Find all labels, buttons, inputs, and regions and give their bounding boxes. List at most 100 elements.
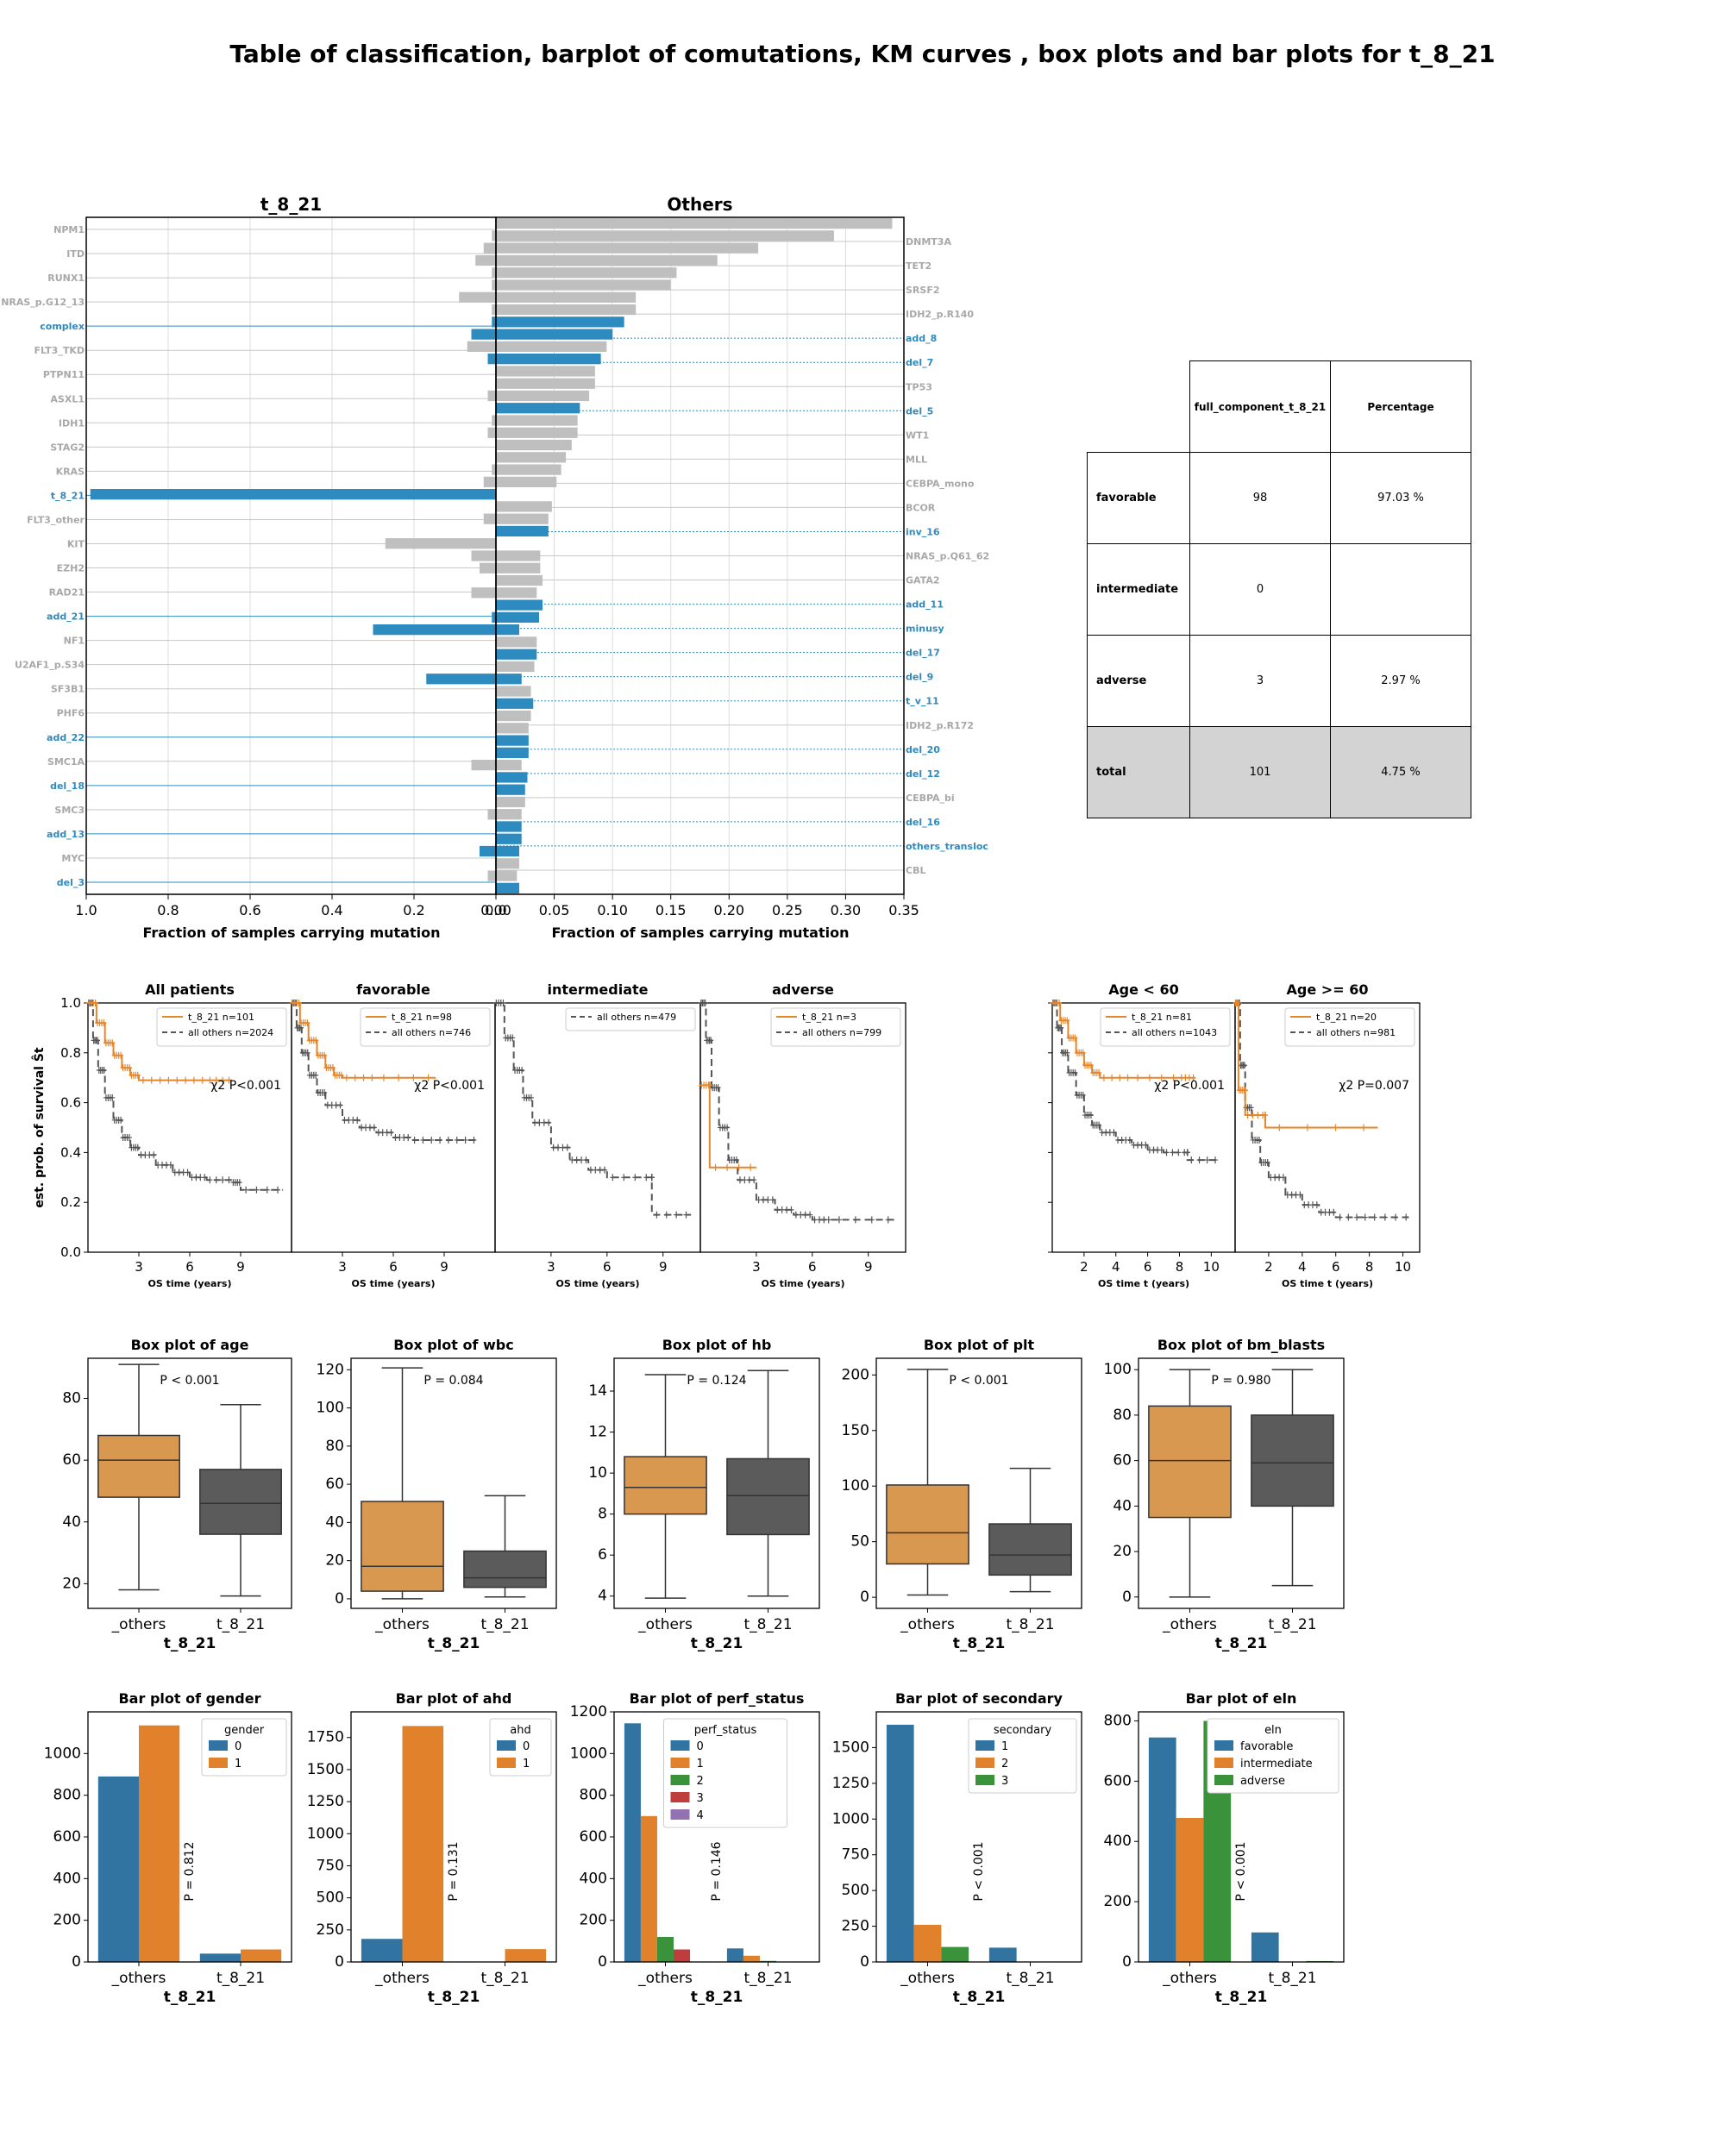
km-censor-mark bbox=[821, 1216, 827, 1224]
km-xlabel: OS time t (years) bbox=[1098, 1278, 1189, 1289]
km-censor-mark bbox=[174, 1076, 180, 1084]
km-censor-mark bbox=[1170, 1074, 1176, 1081]
box-xtick-label: t_8_21 bbox=[1268, 1616, 1316, 1633]
comut-right-label: minusy bbox=[906, 624, 944, 635]
km-xtick-label: 3 bbox=[547, 1259, 555, 1275]
km-ytick-label: 0.2 bbox=[60, 1194, 81, 1210]
bar-pvalue: P < 0.001 bbox=[972, 1841, 986, 1901]
km-censor-mark bbox=[788, 1206, 794, 1213]
km-censor-mark bbox=[1346, 1213, 1352, 1221]
km-title: intermediate bbox=[547, 981, 648, 998]
box-title: Box plot of wbc bbox=[393, 1337, 513, 1353]
comut-right-bar bbox=[496, 599, 543, 611]
km-censor-mark bbox=[733, 1156, 739, 1164]
bar-legend-label: 1 bbox=[523, 1758, 530, 1771]
comut-right-bar bbox=[496, 525, 549, 537]
comut-right-bar bbox=[496, 882, 520, 893]
km-censor-mark bbox=[1064, 1049, 1070, 1056]
km-censor-mark bbox=[602, 1166, 608, 1174]
bar-ytick-label: 800 bbox=[580, 1787, 607, 1804]
comut-left-label: RUNX1 bbox=[47, 273, 85, 284]
km-censor-mark bbox=[322, 1051, 328, 1059]
km-censor-mark bbox=[1304, 1124, 1310, 1131]
km-legend-label: t_8_21 n=81 bbox=[1132, 1012, 1192, 1023]
bar-ytick-label: 200 bbox=[53, 1912, 81, 1929]
km-censor-mark bbox=[751, 1176, 757, 1184]
km-censor-mark bbox=[1117, 1074, 1123, 1081]
box-xlabel: t_8_21 bbox=[164, 1635, 216, 1652]
comut-left-label: FLT3_other bbox=[27, 514, 85, 525]
bar-ytick-label: 200 bbox=[1104, 1893, 1132, 1910]
km-pvalue: χ2 P<0.001 bbox=[1154, 1079, 1225, 1093]
bar-ytick-label: 400 bbox=[580, 1870, 607, 1887]
comut-left-label: SMC1A bbox=[47, 756, 85, 768]
table-row: favorable 98 97.03 % bbox=[1087, 452, 1471, 544]
bar-xtick-label: _others bbox=[1162, 1970, 1217, 1987]
bar-rect bbox=[941, 1946, 969, 1962]
km-censor-mark bbox=[715, 1084, 721, 1092]
km-censor-mark bbox=[825, 1216, 831, 1224]
km-censor-mark bbox=[712, 1163, 718, 1171]
km-xlabel: OS time (years) bbox=[352, 1278, 436, 1289]
bar-xtick-label: _others bbox=[900, 1970, 955, 1987]
km-censor-mark bbox=[528, 1094, 534, 1101]
km-censor-mark bbox=[1096, 1121, 1102, 1129]
km-censor-mark bbox=[405, 1134, 411, 1142]
km-xtick-label: 2 bbox=[1080, 1259, 1088, 1275]
km-censor-mark bbox=[737, 1176, 743, 1184]
km-ytick-label: 0.4 bbox=[60, 1144, 81, 1160]
bar-ytick-label: 750 bbox=[842, 1846, 869, 1864]
km-censor-mark bbox=[569, 1156, 575, 1164]
km-xtick-label: 4 bbox=[1112, 1259, 1120, 1275]
km-legend-label: all others n=479 bbox=[597, 1012, 676, 1023]
km-censor-mark bbox=[836, 1216, 842, 1224]
comut-left-label: ITD bbox=[66, 248, 85, 260]
km-censor-mark bbox=[226, 1176, 232, 1184]
km-title: Age >= 60 bbox=[1287, 981, 1369, 998]
km-censor-mark bbox=[1126, 1136, 1132, 1144]
km-censor-mark bbox=[167, 1161, 173, 1169]
km-censor-mark bbox=[220, 1176, 226, 1184]
table-row: adverse 3 2.97 % bbox=[1087, 635, 1471, 727]
km-title: Age < 60 bbox=[1108, 981, 1179, 998]
box-ytick-label: 40 bbox=[1113, 1497, 1132, 1514]
comut-left-bar bbox=[471, 550, 496, 561]
km-censor-mark bbox=[574, 1156, 580, 1164]
km-xtick-label: 3 bbox=[752, 1259, 761, 1275]
row-pct bbox=[1330, 543, 1471, 636]
km-censor-mark bbox=[411, 1074, 417, 1081]
bar-ytick-label: 1750 bbox=[307, 1729, 344, 1746]
bar-legend-title: ahd bbox=[510, 1724, 530, 1737]
km-xtick-label: 3 bbox=[338, 1259, 347, 1275]
box-body bbox=[886, 1484, 969, 1565]
comut-right-bar bbox=[496, 218, 893, 229]
km-censor-mark bbox=[1176, 1149, 1182, 1156]
bar-ytick-label: 400 bbox=[53, 1870, 81, 1887]
comut-right-label: NRAS_p.Q61_62 bbox=[906, 551, 989, 562]
bar-xtick-label: _others bbox=[374, 1970, 430, 1987]
comut-right-label: IDH2_p.R140 bbox=[906, 309, 974, 320]
km-censor-mark bbox=[110, 1094, 116, 1101]
comut-right-bar bbox=[496, 354, 601, 365]
km-xtick-label: 6 bbox=[389, 1259, 398, 1275]
row-pct: 97.03 % bbox=[1330, 452, 1471, 544]
km-censor-mark bbox=[1371, 1213, 1377, 1221]
comut-right-label: del_17 bbox=[906, 648, 940, 659]
km-censor-mark bbox=[1096, 1069, 1102, 1076]
bar-legend-label: adverse bbox=[1240, 1775, 1285, 1788]
comut-right-bar bbox=[496, 291, 637, 303]
box-xlabel: t_8_21 bbox=[428, 1635, 480, 1652]
km-censor-mark bbox=[610, 1174, 616, 1181]
box-xtick-label: _others bbox=[374, 1616, 430, 1633]
comut-right-bar bbox=[496, 686, 531, 697]
km-censor-mark bbox=[1146, 1074, 1152, 1081]
km-censor-mark bbox=[1135, 1074, 1141, 1081]
km-censor-mark bbox=[135, 1071, 141, 1079]
km-censor-mark bbox=[708, 1037, 714, 1044]
km-censor-mark bbox=[1297, 1191, 1303, 1199]
comut-right-bar bbox=[496, 501, 552, 512]
row-label: adverse bbox=[1087, 635, 1190, 727]
bar-rect bbox=[505, 1949, 547, 1962]
km-pvalue: χ2 P<0.001 bbox=[414, 1079, 485, 1093]
bar-legend-label: 4 bbox=[697, 1809, 704, 1822]
